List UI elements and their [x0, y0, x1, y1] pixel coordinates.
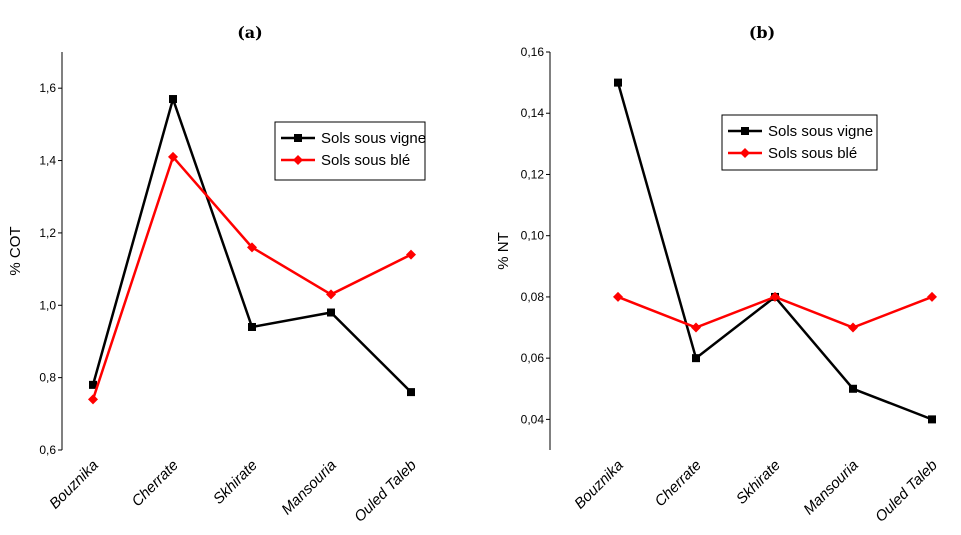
legend-label: Sols sous blé	[768, 145, 857, 162]
data-point	[770, 291, 780, 302]
x-category-label: Ouled Taleb	[872, 457, 941, 526]
y-axis-label: % COT	[7, 226, 24, 275]
y-tick-label: 1,0	[39, 298, 56, 312]
x-category-label: Cherrate	[652, 457, 705, 510]
data-point	[326, 289, 336, 300]
legend-label: Sols sous vigne	[768, 123, 873, 140]
y-tick-label: 0,6	[39, 443, 56, 457]
legend-marker	[294, 134, 302, 142]
chart-title: (b)	[749, 23, 775, 42]
chart-panel-a: (a) 0,6 0,8 1,0 1,2 1,4 1,6 % COT Bouznika Cherra…	[7, 23, 426, 526]
y-axis-label: % NT	[495, 232, 512, 270]
legend-marker	[741, 127, 749, 135]
data-point	[927, 291, 937, 302]
chart-panel-b: (b) 0,04 0,06 0,08 0,10 0,12 0,14 0,16 % NT Bouzn…	[495, 23, 941, 526]
chart-title: (a)	[237, 23, 263, 42]
y-tick-label: 1,6	[39, 81, 56, 95]
x-category-label: Bouznika	[571, 457, 627, 513]
data-point	[89, 380, 97, 389]
x-category-label: Mansouria	[278, 457, 340, 519]
y-tick-label: 0,12	[521, 167, 545, 181]
data-point	[406, 249, 416, 260]
data-point	[848, 322, 858, 333]
legend-box	[721, 114, 878, 171]
y-tick-label: 0,04	[521, 412, 545, 426]
data-point	[327, 308, 335, 317]
data-point	[169, 95, 177, 104]
data-point	[692, 354, 700, 363]
x-category-label: Cherrate	[129, 457, 182, 510]
y-tick-label: 0,10	[521, 229, 545, 243]
y-tick-label: 1,4	[39, 154, 56, 168]
data-point	[613, 291, 623, 302]
y-tick-label: 0,8	[39, 371, 56, 385]
data-point	[849, 384, 857, 393]
data-point	[691, 322, 701, 333]
series-line	[91, 154, 412, 400]
legend-label: Sols sous blé	[321, 152, 410, 169]
x-category-label: Skhirate	[210, 457, 261, 508]
data-point	[168, 151, 178, 162]
legend-label: Sols sous vigne	[321, 130, 426, 147]
data-point	[88, 394, 98, 405]
legend-marker	[293, 155, 303, 165]
x-category-label: Ouled Taleb	[351, 457, 420, 526]
x-category-label: Mansouria	[800, 457, 862, 519]
data-point	[247, 242, 257, 253]
x-category-label: Skhirate	[733, 457, 784, 508]
x-category-label: Bouznika	[46, 457, 102, 513]
y-tick-label: 1,2	[39, 226, 56, 240]
y-tick-label: 0,14	[521, 106, 545, 120]
legend-marker	[740, 148, 750, 158]
legend-box	[274, 121, 426, 181]
y-tick-label: 0,08	[521, 290, 545, 304]
data-point	[928, 415, 936, 424]
data-point	[248, 322, 256, 331]
data-point	[407, 388, 415, 397]
data-point	[614, 78, 622, 87]
y-tick-label: 0,06	[521, 351, 545, 365]
y-tick-label: 0,16	[521, 45, 545, 59]
